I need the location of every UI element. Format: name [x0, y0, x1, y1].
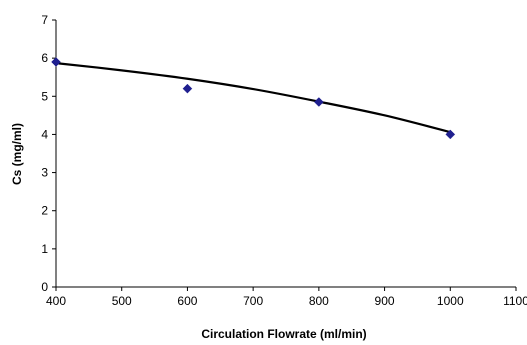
- x-axis-title: Circulation Flowrate (ml/min): [201, 327, 366, 341]
- x-tick-label: 800: [309, 294, 329, 308]
- y-tick-label: 5: [41, 89, 48, 103]
- y-tick-label: 4: [41, 127, 48, 141]
- trendline: [55, 62, 451, 134]
- x-tick-label: 600: [177, 294, 197, 308]
- y-tick-label: 2: [41, 204, 48, 218]
- plot-area: 0 1 2 3 4 5 6 7 400 500 600 700 800 900 1000 1100: [41, 13, 527, 308]
- y-tick-label: 7: [41, 13, 48, 27]
- y-tick-label: 6: [41, 51, 48, 65]
- y-tick-label: 1: [41, 242, 48, 256]
- x-tick-label: 1100: [503, 294, 527, 308]
- data-point: [51, 57, 61, 67]
- x-tick-label: 700: [243, 294, 263, 308]
- x-tick-label: 900: [375, 294, 395, 308]
- data-point: [314, 97, 324, 107]
- x-tick-label: 1000: [437, 294, 464, 308]
- y-axis-title: Cs (mg/ml): [10, 123, 24, 185]
- x-tick-label: 400: [46, 294, 66, 308]
- y-tick-label: 3: [41, 166, 48, 180]
- data-point: [182, 83, 193, 94]
- data-point: [445, 129, 456, 140]
- y-tick-label: 0: [41, 280, 48, 294]
- x-tick-label: 500: [112, 294, 132, 308]
